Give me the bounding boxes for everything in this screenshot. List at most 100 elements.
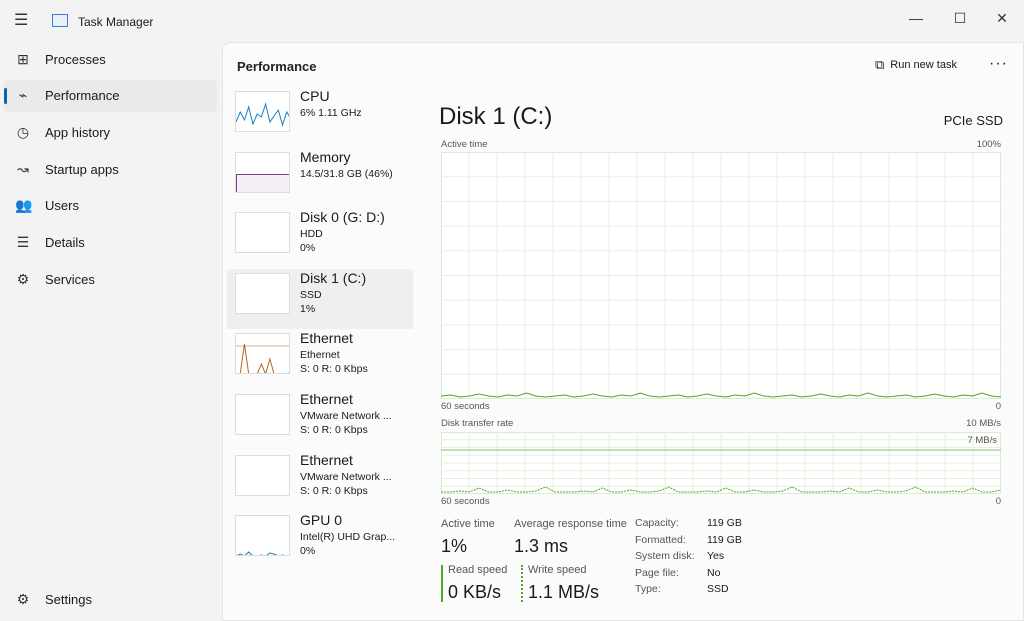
sidebar-item-startup-apps[interactable]: ↝ Startup apps bbox=[4, 153, 217, 185]
sidebar-item-label: Settings bbox=[45, 591, 92, 607]
property-label: Capacity: bbox=[635, 517, 679, 529]
resource-detail: VMware Network ... bbox=[300, 470, 392, 483]
app-title: Task Manager bbox=[78, 15, 154, 29]
resource-thumbnail-graph bbox=[235, 333, 290, 375]
resource-detail: Intel(R) UHD Grap... bbox=[300, 531, 396, 544]
resource-item[interactable]: Ethernet Ethernet S: 0 R: 0 Kbps bbox=[227, 329, 413, 389]
property-value: SSD bbox=[707, 583, 729, 596]
graph-max: 100% bbox=[976, 139, 1001, 150]
run-task-icon: ⧉ bbox=[875, 57, 885, 72]
device-title: Disk 1 (C:) bbox=[439, 103, 553, 130]
menu-icon[interactable]: ☰ bbox=[14, 12, 29, 29]
graph-xlabel: 60 seconds bbox=[441, 401, 490, 412]
resource-name: Memory bbox=[300, 148, 351, 165]
graph-min: 0 bbox=[995, 401, 1001, 412]
resource-item[interactable]: CPU 6% 1.11 GHz bbox=[227, 87, 413, 147]
avg-response-label: Average response time bbox=[514, 518, 627, 530]
processes-icon: ⊞ bbox=[17, 50, 29, 67]
resource-thumbnail-graph bbox=[235, 515, 290, 557]
resource-usage: S: 0 R: 0 Kbps bbox=[300, 424, 368, 436]
property-label: System disk: bbox=[635, 550, 695, 563]
resource-detail: 6% 1.11 GHz bbox=[300, 107, 362, 119]
minimize-button[interactable]: — bbox=[909, 10, 923, 26]
resource-thumbnail-graph bbox=[235, 454, 290, 496]
resource-item[interactable]: Ethernet VMware Network ... S: 0 R: 0 Kb… bbox=[227, 451, 413, 511]
app-logo-icon bbox=[52, 14, 68, 27]
resource-name: CPU bbox=[300, 88, 330, 104]
sidebar-item-details[interactable]: ☰ Details bbox=[4, 227, 217, 259]
resource-name: GPU 0 bbox=[300, 512, 343, 529]
write-speed-label: Write speed bbox=[528, 564, 587, 576]
resource-usage: S: 0 R: 0 Kbps bbox=[300, 484, 368, 497]
more-options-button[interactable]: ··· bbox=[989, 55, 1008, 72]
read-legend-bar bbox=[441, 565, 443, 602]
sidebar-item-settings[interactable]: ⚙ Settings bbox=[4, 583, 217, 615]
resource-thumbnail-graph bbox=[235, 151, 290, 193]
property-label: Type: bbox=[635, 583, 661, 596]
resource-item[interactable]: Disk 1 (C:) SSD 1% bbox=[227, 268, 413, 329]
close-button[interactable]: ✕ bbox=[996, 10, 1008, 26]
sidebar-item-users[interactable]: 👥 Users bbox=[4, 190, 217, 222]
active-time-graph bbox=[441, 152, 1001, 399]
resource-usage: 0% bbox=[300, 545, 316, 558]
resource-thumbnail-graph bbox=[235, 91, 290, 132]
resource-name: Disk 1 (C:) bbox=[300, 269, 367, 286]
property-value: 119 GB bbox=[707, 517, 742, 529]
users-icon: 👥 bbox=[15, 197, 33, 214]
write-speed-value: 1.1 MB/s bbox=[528, 582, 600, 602]
write-legend-bar bbox=[521, 565, 523, 602]
resource-detail: SSD bbox=[300, 288, 322, 301]
resource-detail: VMware Network ... bbox=[300, 410, 392, 422]
resource-thumbnail-graph bbox=[235, 272, 290, 314]
sidebar-item-label: Details bbox=[45, 235, 85, 250]
property-label: Page file: bbox=[635, 566, 679, 579]
sidebar-item-label: Processes bbox=[45, 51, 106, 67]
resource-thumbnail-graph bbox=[235, 394, 290, 435]
sidebar-item-label: Services bbox=[45, 271, 95, 287]
services-icon: ⚙ bbox=[16, 270, 30, 287]
sidebar-item-label: Users bbox=[45, 198, 79, 214]
performance-panel: Performance ⧉ Run new task ··· CPU 6% 1.… bbox=[222, 42, 1024, 621]
graph-xlabel: 60 seconds bbox=[441, 496, 490, 507]
sidebar-item-performance[interactable]: ⌁ Performance bbox=[4, 79, 217, 112]
resource-item[interactable]: Ethernet VMware Network ... S: 0 R: 0 Kb… bbox=[227, 390, 413, 450]
graph-label: Disk transfer rate bbox=[441, 418, 514, 429]
resource-name: Ethernet bbox=[300, 451, 353, 468]
device-type: PCIe SSD bbox=[943, 113, 1003, 128]
resource-thumbnail-graph bbox=[235, 212, 290, 254]
resource-name: Ethernet bbox=[300, 330, 353, 347]
active-time-label: Active time bbox=[441, 518, 495, 530]
property-value: No bbox=[707, 566, 721, 579]
page-title: Performance bbox=[237, 59, 317, 74]
resource-detail: Ethernet bbox=[300, 349, 340, 362]
sidebar-item-services[interactable]: ⚙ Services bbox=[4, 263, 217, 295]
resource-item[interactable]: GPU 0 Intel(R) UHD Grap... 0% bbox=[227, 511, 413, 571]
graph-max: 10 MB/s bbox=[966, 418, 1001, 429]
resource-detail: 14.5/31.8 GB (46%) bbox=[300, 167, 393, 180]
startup-icon: ↝ bbox=[17, 160, 29, 177]
resource-item[interactable]: Disk 0 (G: D:) HDD 0% bbox=[227, 208, 413, 268]
run-new-task-button[interactable]: ⧉ Run new task bbox=[875, 57, 957, 73]
resource-detail: HDD bbox=[300, 228, 323, 241]
sidebar-item-processes[interactable]: ⊞ Processes bbox=[4, 43, 217, 75]
sidebar-item-label: Startup apps bbox=[45, 161, 119, 177]
graph-scale-mark: 7 MB/s bbox=[967, 435, 997, 446]
details-icon: ☰ bbox=[16, 234, 30, 250]
property-value: 119 GB bbox=[707, 533, 742, 546]
history-icon: ◷ bbox=[16, 123, 30, 140]
resource-usage: 1% bbox=[300, 302, 316, 315]
avg-response-value: 1.3 ms bbox=[514, 536, 569, 556]
transfer-rate-graph bbox=[441, 432, 1001, 494]
settings-icon: ⚙ bbox=[16, 590, 30, 607]
property-label: Formatted: bbox=[635, 533, 686, 546]
resource-usage: 0% bbox=[300, 242, 316, 255]
sidebar-item-label: App history bbox=[45, 124, 111, 140]
read-speed-value: 0 KB/s bbox=[448, 582, 502, 602]
property-value: Yes bbox=[707, 550, 725, 563]
resource-item[interactable]: Memory 14.5/31.8 GB (46%) bbox=[227, 148, 413, 208]
sidebar-item-app-history[interactable]: ◷ App history bbox=[4, 116, 217, 148]
resource-name: Ethernet bbox=[300, 391, 353, 407]
run-new-task-label: Run new task bbox=[890, 59, 957, 71]
maximize-button[interactable]: ☐ bbox=[953, 10, 967, 26]
title-bar: ☰ Task Manager — ☐ ✕ bbox=[0, 0, 1024, 42]
